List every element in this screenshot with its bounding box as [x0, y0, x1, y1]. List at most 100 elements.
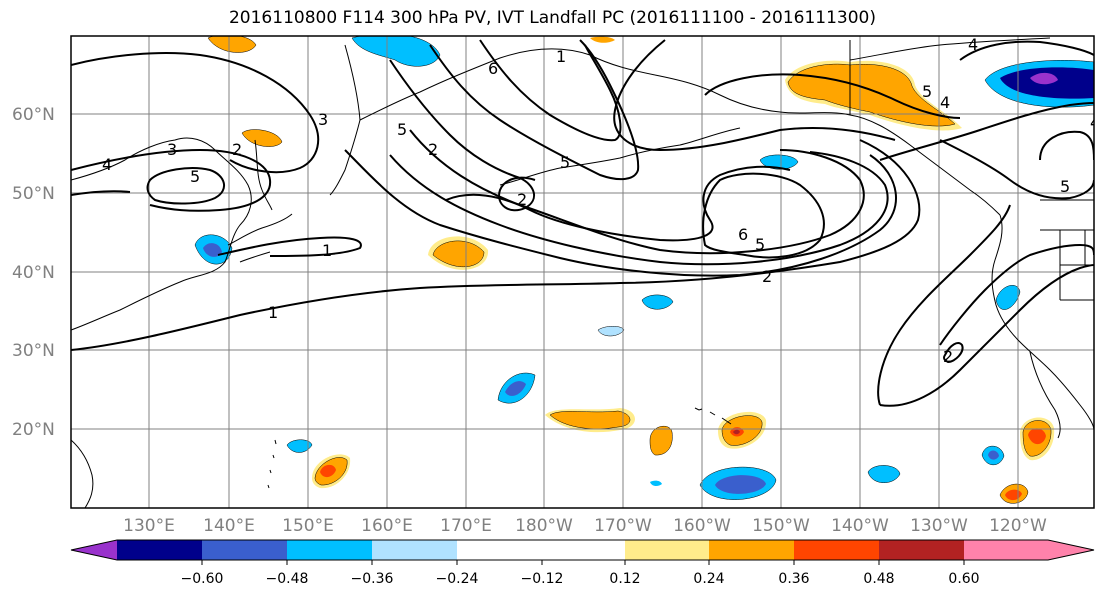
contour-label: 4	[102, 155, 112, 174]
negative-anomaly-patch	[715, 475, 766, 494]
colorbar-segment	[457, 540, 542, 560]
lon-label: 150°W	[752, 516, 810, 536]
lat-label: 50°N	[12, 184, 55, 204]
contour-line	[479, 39, 622, 142]
contour-line	[877, 204, 1011, 406]
colorbar-tick-label: −0.24	[436, 571, 479, 587]
contour-line	[613, 39, 896, 152]
contour-label: 5	[1060, 177, 1070, 196]
positive-anomaly-patch	[590, 36, 615, 43]
colorbar-tick-label: 0.48	[863, 571, 894, 587]
hawaii-islands	[694, 407, 732, 425]
contour-label: 5	[560, 153, 570, 172]
contour-label: 4	[1090, 113, 1100, 132]
baja-coastline	[1029, 351, 1061, 439]
latitude-labels: 60°N 50°N 40°N 30°N 20°N	[12, 105, 55, 440]
contour-line	[389, 59, 536, 212]
contour-line	[939, 243, 1094, 346]
lon-label: 140°W	[831, 516, 889, 536]
colorbar-segment	[625, 540, 709, 560]
negative-anomaly-patch	[597, 326, 625, 337]
negative-anomaly-patch	[650, 480, 662, 487]
contour-line	[217, 236, 362, 257]
colorbar-segment	[117, 540, 202, 560]
contour-line	[71, 52, 320, 174]
contour-label: 6	[488, 59, 498, 78]
contour-line	[704, 73, 961, 119]
negative-anomaly-patch	[351, 36, 441, 67]
contour-label: 1	[268, 303, 278, 322]
pv-contours	[71, 39, 1094, 407]
contour-line	[344, 149, 897, 277]
plot-frame	[70, 35, 1095, 509]
map-title: 2016110800 F114 300 hPa PV, IVT Landfall…	[228, 8, 876, 28]
contour-label: 2	[762, 267, 772, 286]
lon-label: 170°W	[594, 516, 652, 536]
colorbar-segment	[372, 540, 457, 560]
philippines-coastline	[71, 439, 94, 508]
contour-line	[445, 165, 791, 242]
contour-line	[429, 39, 640, 181]
asia-coastline	[71, 137, 252, 331]
contour-label: 2	[517, 190, 527, 209]
lat-label: 20°N	[12, 420, 55, 440]
aleutian-islands	[499, 127, 741, 186]
contour-label: 5	[755, 235, 765, 254]
positive-anomaly-patch	[549, 410, 631, 430]
colorbar-extend-min	[71, 540, 117, 560]
coastlines	[71, 37, 1094, 508]
contour-line	[939, 139, 1094, 200]
colorbar-segment	[542, 540, 625, 560]
negative-anomaly-patch	[641, 294, 674, 310]
canada-coastline	[849, 37, 1051, 115]
positive-anomaly-patch	[432, 240, 485, 268]
lon-label: 180°W	[515, 516, 573, 536]
negative-anomaly-patch	[1030, 72, 1058, 85]
colorbar-extend-max	[964, 540, 1094, 560]
contour-label: 2	[428, 140, 438, 159]
positive-anomaly-patch	[241, 129, 283, 147]
negative-anomaly-patch	[286, 439, 313, 453]
lon-label: 120°W	[989, 516, 1047, 536]
colorbar-segment	[794, 540, 879, 560]
longitude-labels: 130°E 140°E 150°E 160°E 170°E 180°W 170°…	[123, 516, 1047, 536]
colorbar-segment	[202, 540, 287, 560]
colorbar-tick-label: 0.60	[948, 571, 979, 587]
lat-label: 60°N	[12, 105, 55, 125]
lat-label: 30°N	[12, 341, 55, 361]
contour-label: 3	[167, 140, 177, 159]
colorbar-segment	[709, 540, 794, 560]
kamchatka-coastline	[329, 44, 361, 196]
lon-label: 160°E	[361, 516, 413, 536]
contour-label: 5	[190, 167, 200, 186]
colorbar-tick-label: 0.36	[778, 571, 809, 587]
positive-anomaly-patch	[320, 464, 336, 478]
contour-label: 5	[397, 120, 407, 139]
japan-coastline	[227, 213, 293, 263]
contour-line	[879, 102, 1094, 161]
contour-label: 4	[940, 93, 950, 112]
contour-line	[389, 151, 889, 266]
lon-label: 140°E	[203, 516, 255, 536]
negative-anomaly-patch	[867, 465, 901, 483]
positive-anomaly-patch	[1028, 428, 1046, 445]
colorbar-outline	[70, 539, 1095, 561]
contour-label: 2	[943, 347, 953, 366]
us-state-borders	[1040, 199, 1094, 301]
contour-label: 1	[556, 47, 566, 66]
contour-labels: 1 1 1 2 2 2 2 3 3 4 4 5 5 5 5 5 5 6 6 2 …	[102, 35, 1100, 366]
colorbar-tick-label: −0.60	[181, 571, 224, 587]
mariana-islands	[267, 439, 277, 489]
contour-label: 4	[968, 35, 978, 54]
colorbar-segment	[879, 540, 964, 560]
lat-label: 40°N	[12, 263, 55, 283]
contour-label: 6	[738, 225, 748, 244]
contour-label: 1	[322, 241, 332, 260]
contour-line	[71, 167, 225, 205]
lon-label: 170°E	[440, 516, 492, 536]
positive-anomaly-patch	[207, 36, 257, 53]
positive-anomaly-patch	[649, 425, 673, 456]
colorbar-tick-label: −0.36	[351, 571, 394, 587]
colorbar-tick-label: 0.24	[693, 571, 724, 587]
